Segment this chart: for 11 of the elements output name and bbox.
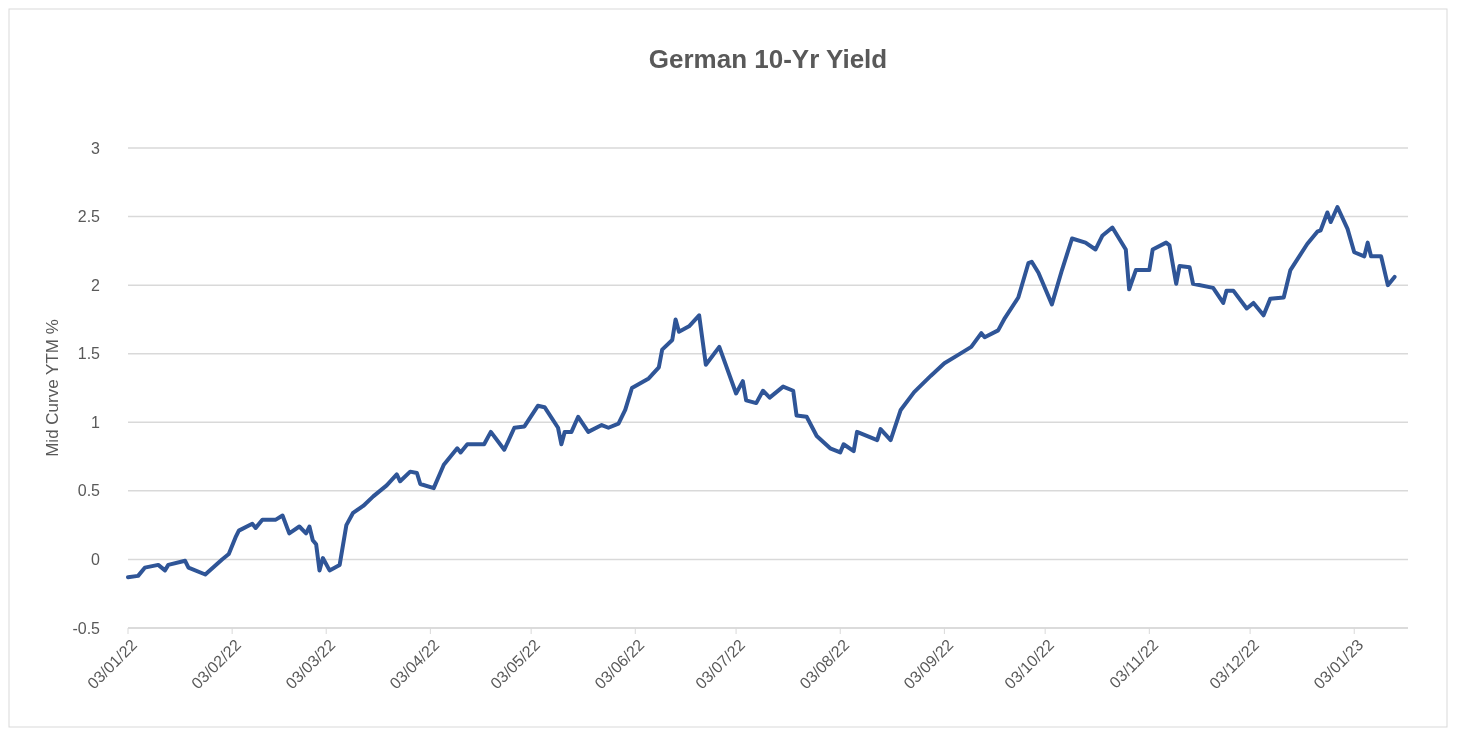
y-tick-label: 1 xyxy=(91,413,101,431)
y-tick-label: 0.5 xyxy=(77,482,101,500)
line-series xyxy=(126,204,1397,580)
y-tick-label: 0 xyxy=(91,551,101,569)
y-tick-label: 1.5 xyxy=(77,345,101,363)
y-tick-label: 2 xyxy=(91,276,101,294)
y-tick-label: 3 xyxy=(91,139,101,157)
chart-title: German 10-Yr Yield xyxy=(648,44,888,74)
y-tick-label: 2.5 xyxy=(77,208,101,226)
y-tick-label: -0.5 xyxy=(72,619,101,637)
y-axis-title: Mid Curve YTM % xyxy=(43,319,62,457)
